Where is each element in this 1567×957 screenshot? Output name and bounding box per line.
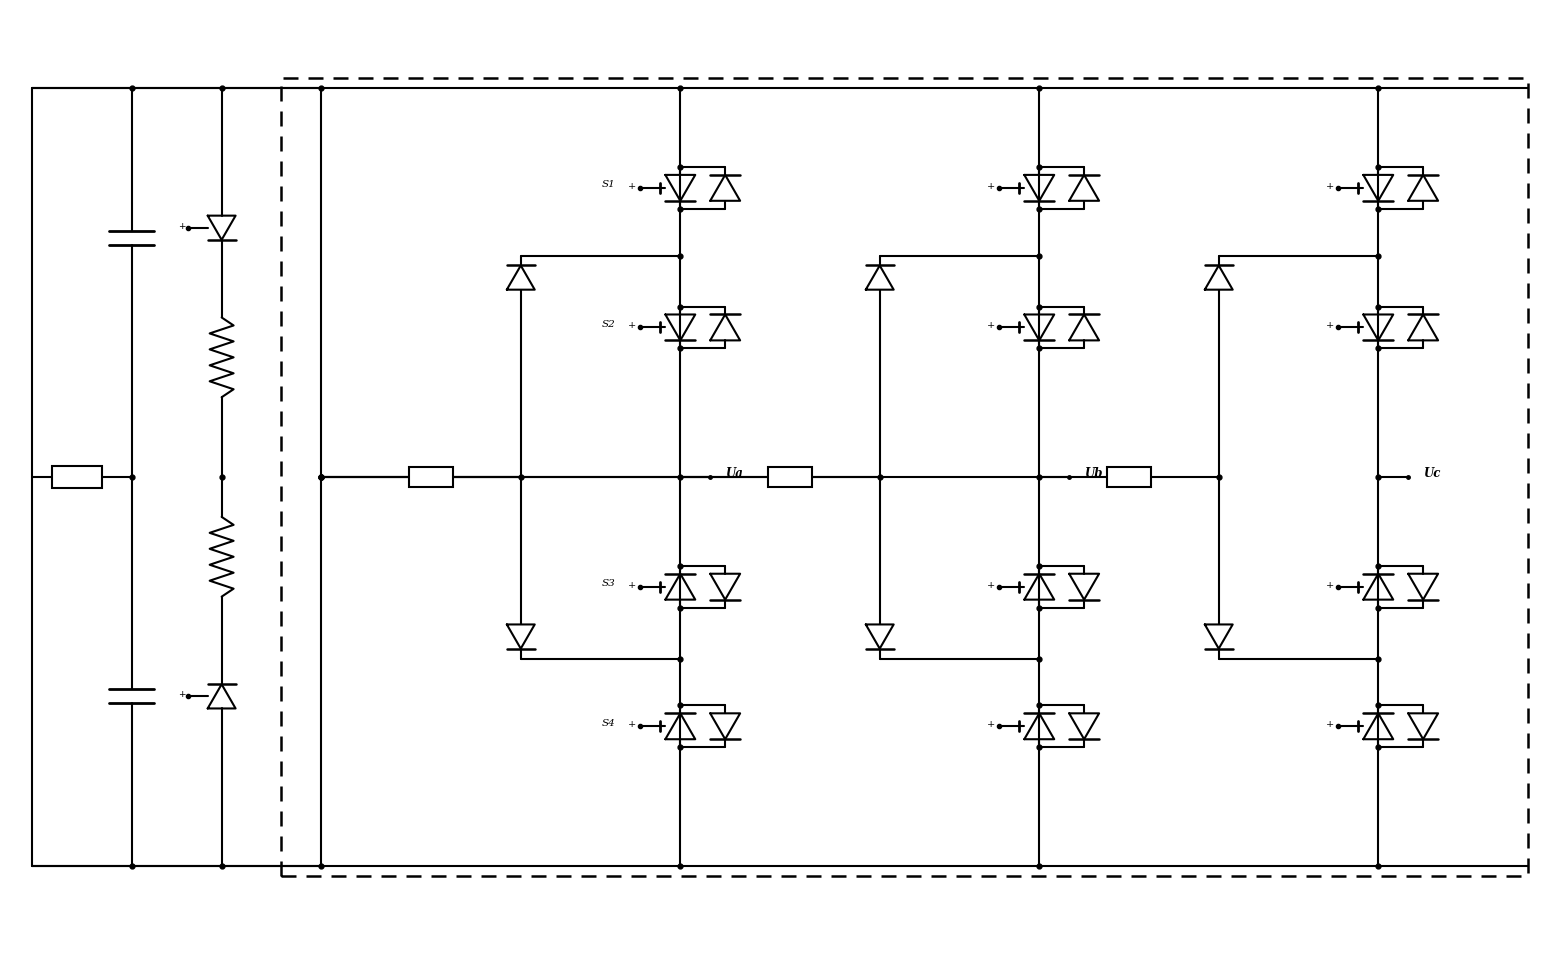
Text: S4: S4 — [602, 719, 616, 727]
Text: S2: S2 — [602, 320, 616, 329]
Bar — [52, 466, 102, 488]
Text: S3: S3 — [602, 579, 616, 589]
Text: +: + — [628, 721, 636, 729]
Text: Ub: Ub — [1084, 466, 1103, 479]
Text: +: + — [1326, 581, 1335, 590]
Text: +: + — [628, 581, 636, 590]
Text: +: + — [987, 581, 995, 590]
Text: +: + — [179, 222, 185, 231]
Text: +: + — [987, 721, 995, 729]
Bar — [768, 467, 812, 487]
Text: +: + — [987, 322, 995, 330]
Text: S1: S1 — [602, 180, 616, 189]
Text: +: + — [1326, 721, 1335, 729]
Text: +: + — [1326, 322, 1335, 330]
Text: Ua: Ua — [726, 466, 743, 479]
Bar — [409, 467, 453, 487]
Text: +: + — [628, 322, 636, 330]
Text: +: + — [987, 182, 995, 190]
Text: +: + — [1326, 182, 1335, 190]
Text: Uc: Uc — [1423, 466, 1440, 479]
Bar — [1106, 467, 1152, 487]
Text: +: + — [628, 182, 636, 190]
Text: +: + — [179, 690, 185, 700]
